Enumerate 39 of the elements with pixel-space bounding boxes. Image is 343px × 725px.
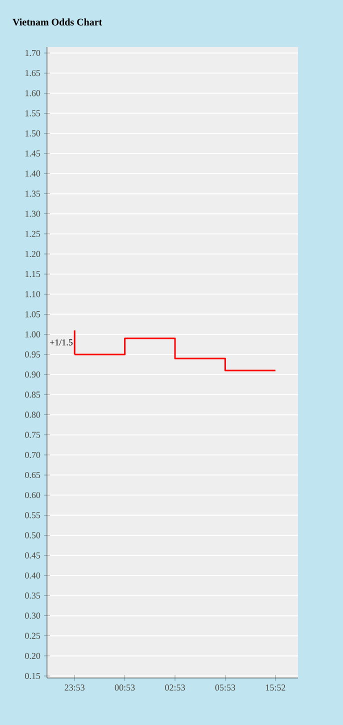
y-tick-label: 1.70 bbox=[26, 50, 40, 56]
y-tick-label: 1.20 bbox=[26, 250, 40, 258]
annotation: +1/1.5 bbox=[50, 339, 73, 346]
y-tick-label: 0.95 bbox=[25, 351, 40, 358]
x-tick-label: 02:53 bbox=[165, 684, 185, 691]
y-tick-label: 0.80 bbox=[25, 412, 40, 418]
y-tick-label: 0.35 bbox=[25, 592, 40, 599]
chart-title: Vietnam Odds Chart bbox=[12, 18, 102, 26]
y-tick-label: 0.15 bbox=[25, 672, 40, 680]
y-tick-label: 0.25 bbox=[25, 632, 40, 639]
y-tick-label: 0.75 bbox=[25, 432, 40, 438]
y-tick-label: 1.45 bbox=[26, 150, 40, 157]
x-tick-label: 23:53 bbox=[64, 684, 85, 691]
y-tick-label: 0.45 bbox=[25, 552, 40, 558]
y-tick-label: 1.50 bbox=[26, 130, 40, 136]
y-tick-label: 1.10 bbox=[26, 291, 40, 298]
y-tick-label: 1.05 bbox=[26, 311, 40, 318]
y-tick-label: 1.65 bbox=[26, 70, 40, 76]
y-tick-label: 1.00 bbox=[26, 331, 40, 338]
y-tick-label: 1.60 bbox=[26, 90, 40, 96]
y-tick-label: 1.30 bbox=[26, 210, 40, 217]
y-tick-label: 0.90 bbox=[25, 371, 40, 378]
y-tick-label: 0.85 bbox=[25, 392, 40, 398]
y-tick-label: 0.60 bbox=[25, 492, 40, 498]
x-tick-label: 15:52 bbox=[266, 684, 286, 691]
y-tick-label: 0.40 bbox=[25, 572, 40, 579]
y-tick-label: 1.15 bbox=[26, 271, 40, 278]
y-tick-label: 0.70 bbox=[25, 452, 40, 458]
y-tick-label: 0.50 bbox=[25, 532, 40, 538]
y-tick-label: 0.55 bbox=[25, 512, 40, 518]
y-tick-label: 1.35 bbox=[26, 190, 40, 197]
y-tick-label: 0.65 bbox=[25, 472, 40, 478]
y-tick-label: 0.30 bbox=[25, 612, 40, 619]
y-tick-label: 1.40 bbox=[26, 170, 40, 177]
y-tick-label: 0.20 bbox=[25, 652, 40, 659]
y-tick-label: 1.55 bbox=[26, 110, 40, 116]
x-tick-label: 00:53 bbox=[114, 684, 135, 691]
x-tick-label: 05:53 bbox=[215, 684, 236, 691]
y-tick-label: 1.25 bbox=[26, 230, 40, 237]
